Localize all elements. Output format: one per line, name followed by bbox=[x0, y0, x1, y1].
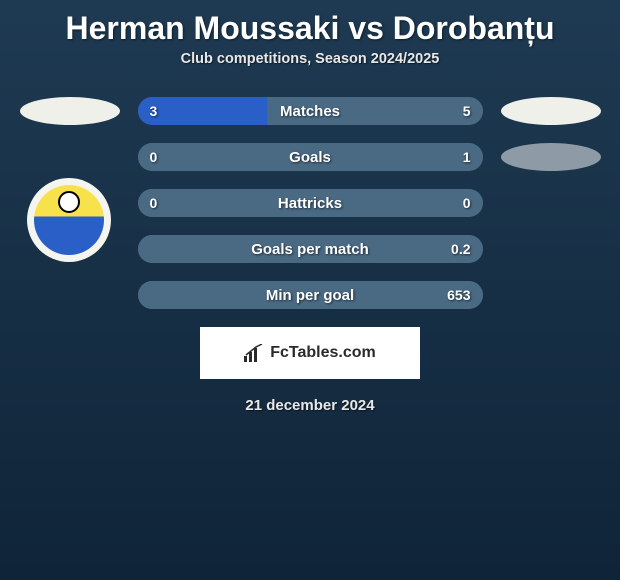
spacer bbox=[501, 189, 601, 217]
player-marker-right bbox=[501, 97, 601, 125]
stat-row: 3Matches5 bbox=[0, 97, 620, 125]
stat-bar: 0Hattricks0 bbox=[138, 189, 483, 217]
brand-text: FcTables.com bbox=[270, 344, 376, 362]
club-badge-left bbox=[27, 178, 111, 262]
player-marker-right bbox=[501, 143, 601, 171]
stat-row: Min per goal653 bbox=[0, 281, 620, 309]
stat-label: Min per goal bbox=[138, 287, 483, 304]
stat-label: Goals per match bbox=[138, 241, 483, 258]
brand-box: FcTables.com bbox=[200, 327, 420, 379]
stat-value-right: 1 bbox=[463, 149, 471, 165]
stat-label: Hattricks bbox=[138, 195, 483, 212]
player-marker-left bbox=[20, 97, 120, 125]
spacer bbox=[20, 143, 120, 171]
date-text: 21 december 2024 bbox=[0, 397, 620, 414]
stat-value-right: 0 bbox=[463, 195, 471, 211]
stat-bar: Goals per match0.2 bbox=[138, 235, 483, 263]
stat-bar: 0Goals1 bbox=[138, 143, 483, 171]
stat-value-right: 0.2 bbox=[451, 241, 470, 257]
stat-row: 0Goals1 bbox=[0, 143, 620, 171]
spacer bbox=[501, 281, 601, 309]
chart-icon bbox=[244, 344, 266, 362]
page-title: Herman Moussaki vs Dorobanțu bbox=[0, 0, 620, 51]
spacer bbox=[501, 235, 601, 263]
subtitle: Club competitions, Season 2024/2025 bbox=[0, 51, 620, 67]
stat-value-right: 5 bbox=[463, 103, 471, 119]
stat-value-right: 653 bbox=[447, 287, 470, 303]
spacer bbox=[20, 281, 120, 309]
stat-bar: Min per goal653 bbox=[138, 281, 483, 309]
stat-label: Goals bbox=[138, 149, 483, 166]
stat-label: Matches bbox=[138, 103, 483, 120]
stat-bar: 3Matches5 bbox=[138, 97, 483, 125]
